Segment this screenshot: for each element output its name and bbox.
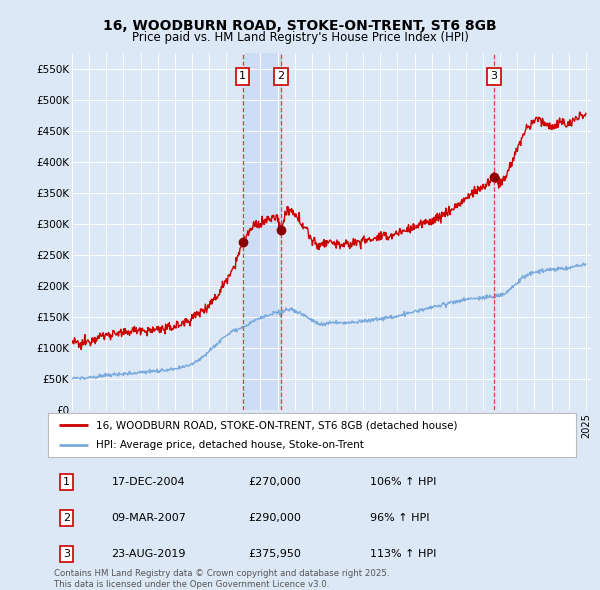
Text: 2: 2 [63, 513, 70, 523]
Text: 16, WOODBURN ROAD, STOKE-ON-TRENT, ST6 8GB: 16, WOODBURN ROAD, STOKE-ON-TRENT, ST6 8… [103, 19, 497, 33]
Bar [242, 53, 281, 410]
Text: Contains HM Land Registry data © Crown copyright and database right 2025.
This d: Contains HM Land Registry data © Crown c… [54, 569, 389, 589]
Text: Price paid vs. HM Land Registry's House Price Index (HPI): Price paid vs. HM Land Registry's House … [131, 31, 469, 44]
Text: 2: 2 [277, 71, 284, 81]
Text: 1: 1 [239, 71, 246, 81]
Text: 09-MAR-2007: 09-MAR-2007 [112, 513, 186, 523]
Text: 17-DEC-2004: 17-DEC-2004 [112, 477, 185, 487]
Text: £375,950: £375,950 [248, 549, 302, 559]
Text: £290,000: £290,000 [248, 513, 302, 523]
Text: 1: 1 [63, 477, 70, 487]
Text: 16, WOODBURN ROAD, STOKE-ON-TRENT, ST6 8GB (detached house): 16, WOODBURN ROAD, STOKE-ON-TRENT, ST6 8… [95, 421, 457, 430]
Text: 3: 3 [63, 549, 70, 559]
Text: 113% ↑ HPI: 113% ↑ HPI [370, 549, 436, 559]
Text: £270,000: £270,000 [248, 477, 302, 487]
Text: HPI: Average price, detached house, Stoke-on-Trent: HPI: Average price, detached house, Stok… [95, 440, 364, 450]
Text: 3: 3 [491, 71, 497, 81]
Text: 106% ↑ HPI: 106% ↑ HPI [370, 477, 436, 487]
Text: 96% ↑ HPI: 96% ↑ HPI [370, 513, 430, 523]
Text: 23-AUG-2019: 23-AUG-2019 [112, 549, 186, 559]
